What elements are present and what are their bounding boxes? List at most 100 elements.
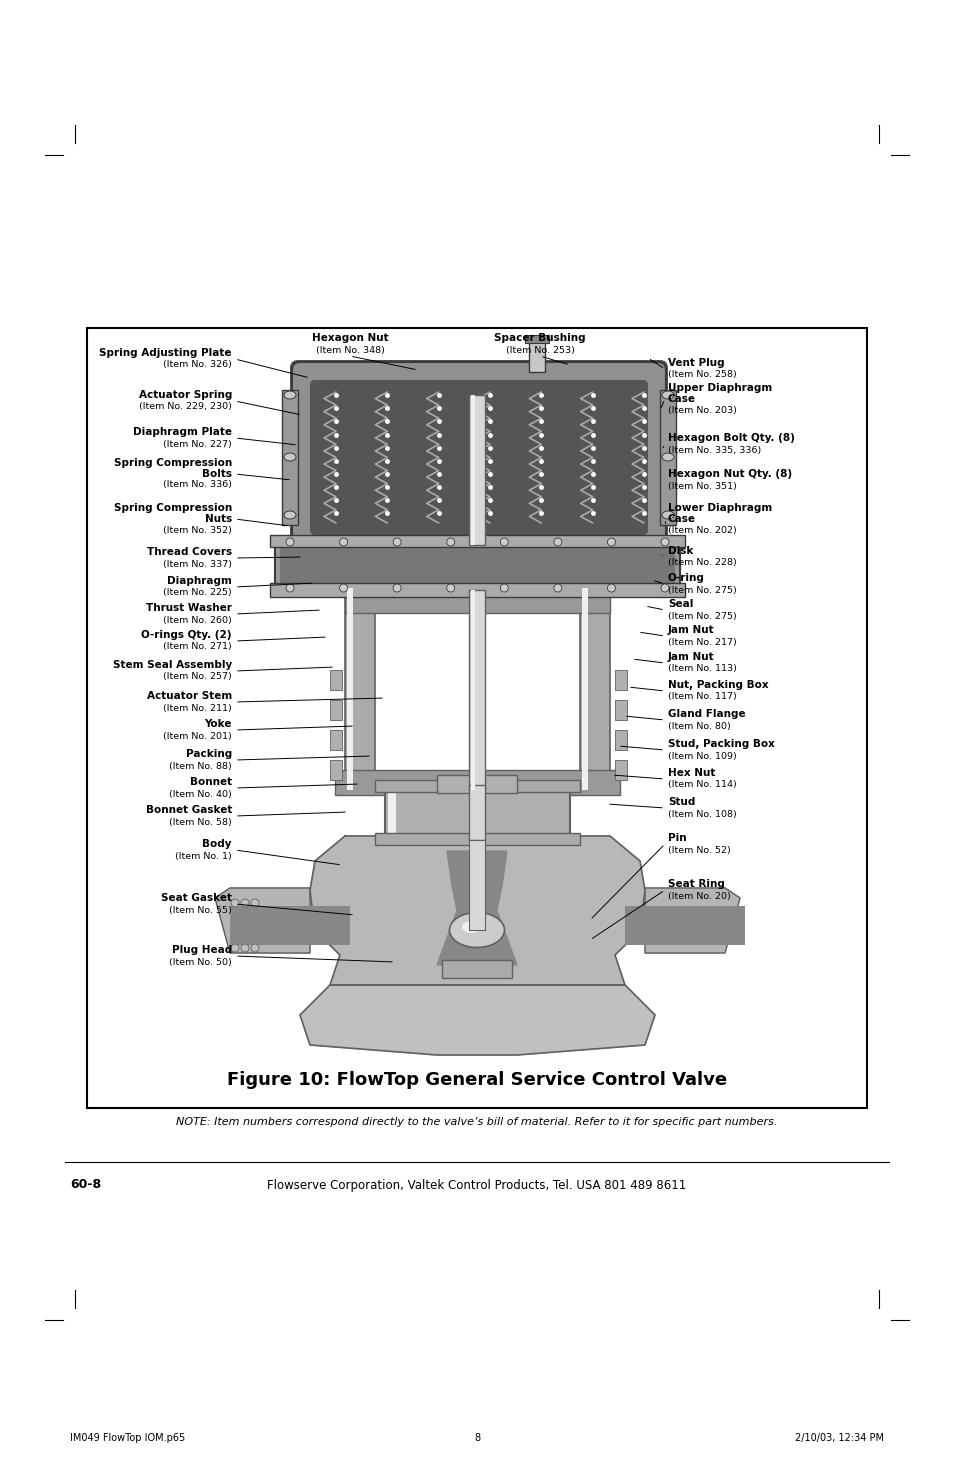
Text: (Item No. 117): (Item No. 117) (667, 692, 736, 702)
Text: (Item No. 229, 230): (Item No. 229, 230) (139, 403, 232, 412)
Bar (282, 389, 297, 525)
Bar (529, 341, 544, 372)
Circle shape (241, 944, 249, 951)
FancyBboxPatch shape (290, 360, 667, 555)
Text: (Item No. 52): (Item No. 52) (667, 845, 730, 854)
Text: Thrust Washer: Thrust Washer (146, 603, 232, 614)
Bar (375, 833, 579, 845)
Bar (471, 590, 475, 791)
Text: Thread Covers: Thread Covers (147, 547, 232, 558)
Bar (524, 335, 548, 344)
Bar (615, 760, 626, 780)
Bar (87, 327, 866, 1108)
Bar (469, 590, 484, 791)
Text: Diaphragm: Diaphragm (167, 577, 232, 586)
Text: (Item No. 201): (Item No. 201) (163, 732, 232, 740)
Circle shape (499, 584, 508, 591)
Circle shape (499, 538, 508, 546)
Circle shape (339, 538, 347, 546)
Text: Actuator Spring: Actuator Spring (138, 389, 232, 400)
Text: Body: Body (202, 839, 232, 850)
Text: Seat Ring: Seat Ring (667, 879, 724, 889)
Text: (Item No. 113): (Item No. 113) (667, 665, 736, 674)
Text: Hexagon Bolt Qty. (8): Hexagon Bolt Qty. (8) (667, 434, 794, 442)
Circle shape (660, 538, 668, 546)
Text: Upper Diaphragm: Upper Diaphragm (667, 384, 771, 392)
Text: 60-8: 60-8 (70, 1179, 101, 1192)
Text: (Item No. 326): (Item No. 326) (163, 360, 232, 370)
Text: Spring Compression: Spring Compression (113, 459, 232, 468)
Bar (624, 906, 744, 945)
Bar (270, 535, 684, 547)
Text: (Item No. 258): (Item No. 258) (667, 370, 736, 379)
Bar (615, 730, 626, 749)
Text: (Item No. 253): (Item No. 253) (505, 345, 574, 354)
Bar (330, 730, 341, 749)
Bar (345, 589, 375, 791)
Circle shape (607, 538, 615, 546)
Text: Nuts: Nuts (205, 513, 232, 524)
Text: Figure 10: FlowTop General Service Control Valve: Figure 10: FlowTop General Service Contr… (227, 1071, 726, 1089)
Bar (579, 589, 609, 791)
Circle shape (231, 898, 239, 907)
Text: (Item No. 1): (Item No. 1) (175, 851, 232, 860)
Text: (Item No. 271): (Item No. 271) (163, 643, 232, 652)
Text: Spacer Bushing: Spacer Bushing (494, 333, 585, 344)
Text: Diaphragm Plate: Diaphragm Plate (132, 426, 232, 437)
Text: Jam Nut: Jam Nut (667, 652, 714, 662)
Ellipse shape (461, 920, 481, 934)
Text: (Item No. 352): (Item No. 352) (163, 525, 232, 534)
Circle shape (251, 898, 258, 907)
Bar (471, 395, 475, 544)
Text: Hexagon Nut Qty. (8): Hexagon Nut Qty. (8) (667, 469, 791, 479)
Text: Hex Nut: Hex Nut (667, 768, 715, 777)
Ellipse shape (661, 510, 673, 519)
Bar (615, 670, 626, 690)
Text: Seat Gasket: Seat Gasket (161, 892, 232, 903)
Text: (Item No. 211): (Item No. 211) (163, 704, 232, 712)
Text: Yoke: Yoke (204, 718, 232, 729)
Ellipse shape (661, 453, 673, 462)
Circle shape (231, 944, 239, 951)
Text: Hexagon Nut: Hexagon Nut (312, 333, 388, 344)
Text: (Item No. 351): (Item No. 351) (667, 481, 736, 491)
Bar (441, 960, 512, 978)
Text: (Item No. 20): (Item No. 20) (667, 891, 730, 901)
Text: (Item No. 50): (Item No. 50) (169, 957, 232, 966)
Text: (Item No. 348): (Item No. 348) (315, 345, 384, 354)
Bar (615, 701, 626, 720)
Bar (330, 760, 341, 780)
Circle shape (241, 898, 249, 907)
Bar (469, 395, 484, 544)
Text: (Item No. 257): (Item No. 257) (163, 673, 232, 681)
Text: Spring Adjusting Plate: Spring Adjusting Plate (99, 348, 232, 358)
Text: (Item No. 275): (Item No. 275) (667, 612, 736, 621)
Bar (375, 780, 579, 792)
Bar (469, 785, 484, 839)
Ellipse shape (284, 391, 295, 400)
Text: (Item No. 275): (Item No. 275) (667, 586, 736, 594)
Bar (280, 544, 675, 586)
Ellipse shape (284, 453, 295, 462)
Text: Spring Compression: Spring Compression (113, 503, 232, 513)
FancyBboxPatch shape (292, 361, 665, 553)
Text: (Item No. 260): (Item No. 260) (163, 615, 232, 624)
Text: Bonnet: Bonnet (190, 777, 232, 788)
Circle shape (251, 944, 258, 951)
Text: (Item No. 337): (Item No. 337) (163, 559, 232, 568)
Bar (270, 583, 684, 597)
Bar (581, 589, 587, 791)
Text: IM049 FlowTop IOM.p65: IM049 FlowTop IOM.p65 (70, 1434, 185, 1443)
Text: O-rings Qty. (2): O-rings Qty. (2) (141, 630, 232, 640)
Text: Packing: Packing (186, 749, 232, 760)
Circle shape (554, 584, 561, 591)
Bar (330, 670, 341, 690)
Text: (Item No. 80): (Item No. 80) (667, 721, 730, 730)
Text: (Item No. 40): (Item No. 40) (169, 789, 232, 798)
Ellipse shape (661, 391, 673, 400)
Text: Seal: Seal (667, 599, 693, 609)
Circle shape (286, 538, 294, 546)
Text: (Item No. 108): (Item No. 108) (667, 810, 736, 819)
Text: Stem Seal Assembly: Stem Seal Assembly (112, 659, 232, 670)
Text: (Item No. 217): (Item No. 217) (667, 637, 736, 646)
